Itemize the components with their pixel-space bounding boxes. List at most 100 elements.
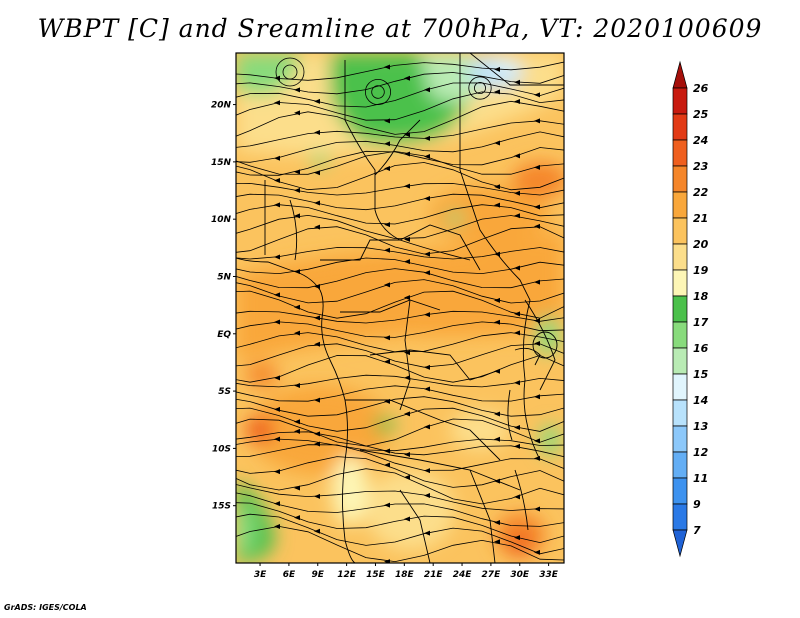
lat-label: 10S bbox=[212, 444, 231, 454]
legend-swatch bbox=[672, 243, 688, 271]
streamline-vortex bbox=[282, 64, 298, 80]
legend-swatch bbox=[672, 165, 688, 193]
streamline-arrow bbox=[424, 492, 430, 498]
streamline bbox=[236, 502, 564, 544]
streamline-arrow bbox=[534, 455, 540, 461]
legend-swatch bbox=[672, 295, 688, 323]
lon-label: 18E bbox=[395, 570, 415, 580]
streamline-arrow bbox=[274, 292, 280, 298]
streamline-arrow bbox=[494, 368, 500, 374]
streamline-arrow bbox=[494, 520, 500, 526]
streamline-arrow bbox=[404, 474, 410, 480]
legend-label: 16 bbox=[693, 342, 709, 355]
lon-label: 27E bbox=[482, 570, 502, 580]
streamline bbox=[236, 147, 564, 176]
streamline-arrow bbox=[514, 443, 520, 449]
legend-swatch bbox=[672, 217, 688, 245]
streamline-arrow bbox=[274, 469, 280, 475]
streamline-arrow bbox=[514, 330, 520, 336]
streamline-arrow bbox=[274, 375, 280, 381]
streamline bbox=[236, 468, 564, 505]
legend-label: 26 bbox=[693, 82, 709, 95]
lat-label: 15S bbox=[212, 502, 231, 512]
streamline-arrow bbox=[384, 502, 390, 508]
streamline-arrow bbox=[274, 406, 280, 412]
legend-label: 11 bbox=[693, 472, 708, 485]
streamline-arrow bbox=[404, 411, 410, 417]
streamline-arrow bbox=[404, 516, 410, 522]
legend-swatch bbox=[672, 399, 688, 427]
streamline-arrow bbox=[384, 141, 390, 147]
streamline-arrow bbox=[404, 236, 410, 242]
legend-swatch bbox=[672, 503, 688, 531]
streamline-arrow bbox=[314, 441, 320, 447]
streamline-arrow bbox=[294, 419, 300, 425]
streamline-arrow bbox=[314, 431, 320, 437]
streamline-arrow bbox=[384, 64, 390, 70]
streamline-arrow bbox=[274, 100, 280, 106]
streamline-arrow bbox=[404, 183, 410, 189]
streamline-arrow bbox=[424, 87, 430, 93]
streamline bbox=[236, 290, 564, 319]
streamline bbox=[236, 268, 564, 289]
legend-swatch bbox=[672, 87, 688, 115]
streamline-arrow bbox=[514, 190, 520, 196]
streamline bbox=[236, 343, 564, 368]
streamline bbox=[236, 150, 564, 175]
streamline bbox=[236, 226, 564, 255]
legend-label: 9 bbox=[693, 498, 701, 511]
legend-label: 7 bbox=[693, 524, 701, 537]
streamline-vortex bbox=[473, 82, 486, 95]
streamline-arrow bbox=[314, 397, 320, 403]
legend-label: 18 bbox=[693, 290, 709, 303]
legend-swatch bbox=[672, 451, 688, 479]
streamline-arrow bbox=[424, 424, 430, 430]
legend-label: 24 bbox=[693, 134, 708, 147]
streamline-arrow bbox=[514, 311, 520, 317]
legend-label: 23 bbox=[693, 160, 709, 173]
streamline-arrow bbox=[384, 165, 390, 171]
streamline-arrow bbox=[384, 118, 390, 124]
streamline-arrow bbox=[274, 254, 280, 260]
streamline-arrow bbox=[494, 140, 500, 146]
streamline bbox=[236, 431, 564, 458]
lat-label: 15N bbox=[211, 158, 232, 168]
lat-label: 10N bbox=[211, 215, 232, 225]
streamline-arrow bbox=[384, 398, 390, 404]
legend-label: 19 bbox=[693, 264, 709, 277]
streamline-arrow bbox=[534, 118, 540, 124]
streamline-arrow bbox=[294, 428, 300, 434]
streamline-arrow bbox=[494, 436, 500, 442]
longitude-labels: 3E 6E 9E 12E 15E 18E 21E 24E 27E 30E 33E bbox=[254, 563, 559, 580]
streamline-arrow bbox=[494, 539, 500, 545]
streamline bbox=[236, 100, 564, 137]
streamline-arrow bbox=[424, 153, 430, 159]
streamline-arrow bbox=[534, 164, 540, 170]
streamline bbox=[236, 214, 564, 240]
streamline-arrow bbox=[494, 202, 500, 208]
streamline-arrow bbox=[384, 282, 390, 288]
streamline-arrow bbox=[314, 493, 320, 499]
lon-label: 24E bbox=[453, 570, 473, 580]
legend-label: 13 bbox=[693, 420, 709, 433]
streamline-arrow bbox=[494, 184, 500, 190]
streamline-arrow bbox=[424, 135, 430, 141]
streamline bbox=[236, 385, 564, 402]
streamline-arrow bbox=[274, 436, 280, 442]
lon-label: 33E bbox=[539, 570, 559, 580]
legend-label: 25 bbox=[693, 108, 709, 121]
streamline-arrow bbox=[424, 270, 430, 276]
streamlines bbox=[236, 57, 564, 563]
streamline-arrow bbox=[404, 452, 410, 458]
map-title: WBPT [C] and Sreamline at 700hPa, VT: 20… bbox=[37, 14, 763, 43]
streamline-vortex bbox=[275, 57, 305, 87]
wbpt-field bbox=[236, 53, 564, 563]
streamline-arrow bbox=[314, 283, 320, 289]
streamline-arrow bbox=[314, 528, 320, 534]
legend-label: 21 bbox=[693, 212, 708, 225]
legend-swatch bbox=[672, 425, 688, 453]
streamline-arrow bbox=[424, 364, 430, 370]
streamline-arrow bbox=[294, 330, 300, 336]
streamline-vortex bbox=[468, 76, 492, 100]
streamline-arrow bbox=[494, 297, 500, 303]
